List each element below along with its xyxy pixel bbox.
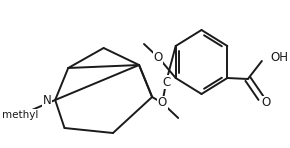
Text: OH: OH (270, 50, 288, 63)
Text: O: O (153, 50, 163, 63)
Text: C: C (162, 75, 170, 89)
Text: O: O (262, 96, 271, 110)
Text: O: O (158, 96, 167, 110)
Text: N: N (42, 95, 51, 107)
Text: methyl: methyl (1, 110, 38, 120)
